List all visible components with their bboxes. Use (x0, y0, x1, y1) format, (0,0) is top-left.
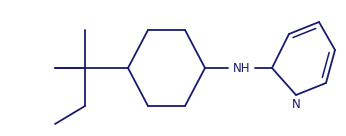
Text: NH: NH (233, 61, 251, 75)
Text: N: N (292, 98, 300, 112)
